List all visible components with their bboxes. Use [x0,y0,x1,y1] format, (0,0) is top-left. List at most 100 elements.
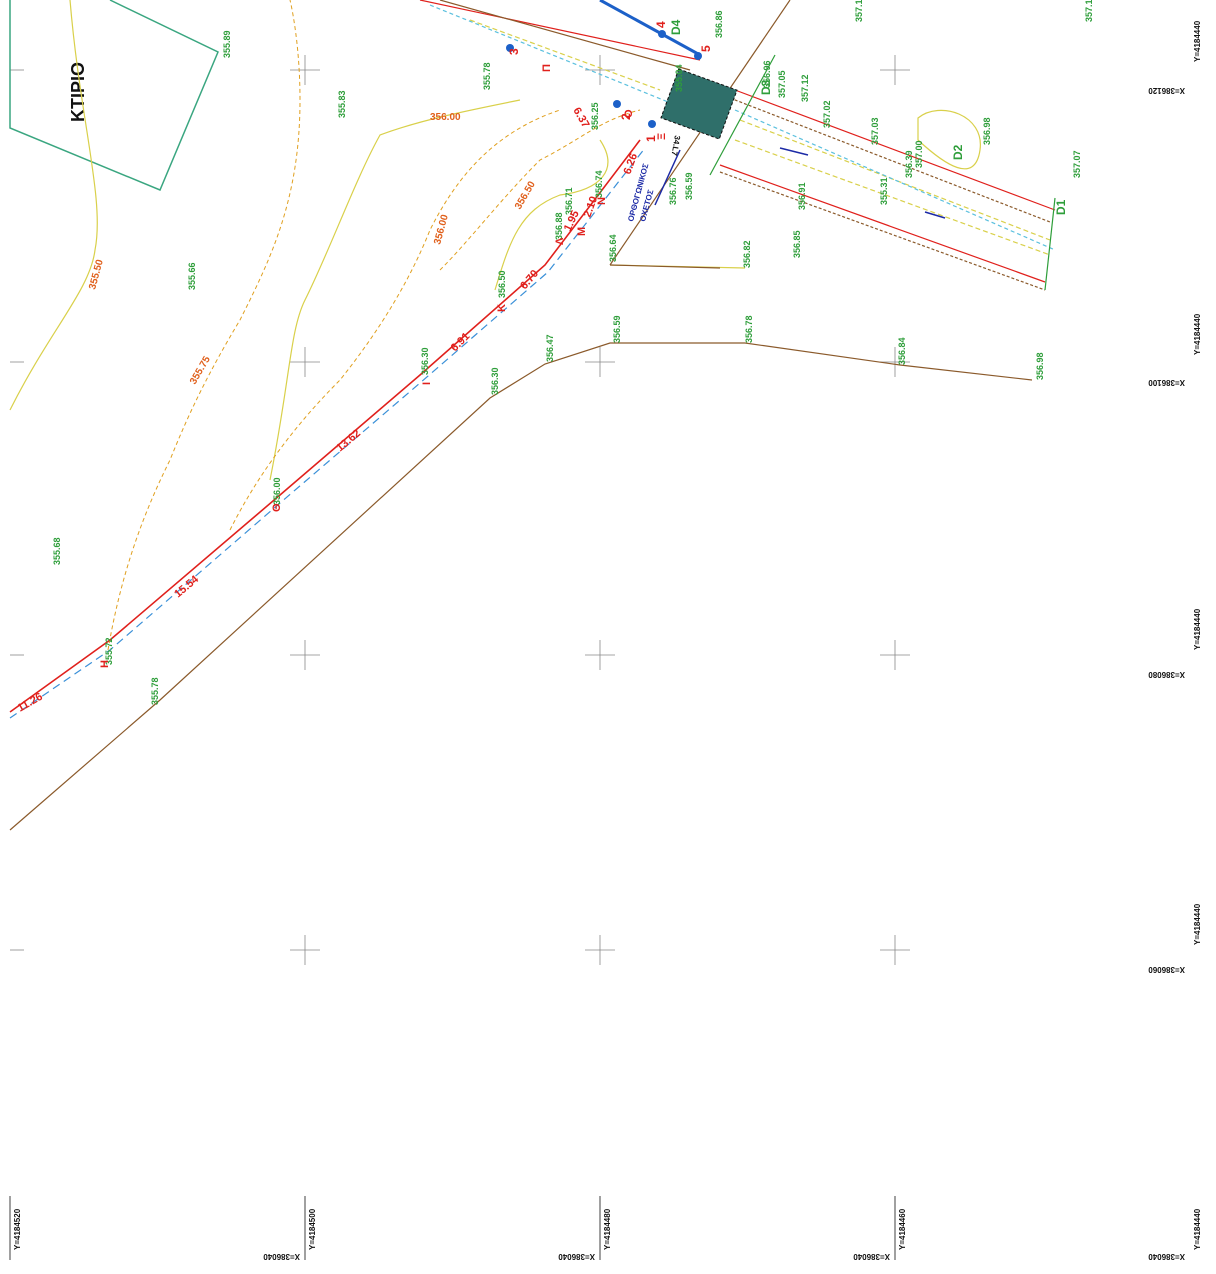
svg-text:355.83: 355.83 [337,90,347,118]
svg-text:356.98: 356.98 [982,117,992,145]
svg-text:356.85: 356.85 [792,230,802,258]
svg-text:Y=4184460: Y=4184460 [898,1208,907,1250]
contour-lines [9,0,981,481]
channel [419,0,1056,291]
svg-text:Λ: Λ [554,237,566,245]
road-edge [9,139,646,719]
svg-text:X=386060: X=386060 [1148,965,1185,974]
svg-text:356.39: 356.39 [904,150,914,178]
svg-text:357.1: 357.1 [1084,0,1094,22]
svg-text:D1: D1 [1054,199,1068,215]
svg-text:Y=4184440: Y=4184440 [1193,608,1202,650]
svg-text:356.59: 356.59 [612,315,622,343]
svg-text:Ξ: Ξ [656,133,668,140]
svg-text:6.37: 6.37 [570,106,591,131]
svg-text:356.84: 356.84 [897,337,907,365]
svg-text:356.98: 356.98 [1035,352,1045,380]
svg-text:X=386040: X=386040 [1148,1252,1185,1261]
svg-text:355.68: 355.68 [52,537,62,565]
culvert-box [660,68,738,140]
svg-text:356.64: 356.64 [608,234,618,262]
d-labels: D1 D2 D3 D4 [669,19,1068,215]
svg-text:357.00: 357.00 [914,140,924,168]
boundary-lines [9,0,1033,831]
svg-text:D2: D2 [951,144,965,160]
flow-arrow-1 [779,147,809,156]
svg-text:11.26: 11.26 [16,691,45,715]
road-letters: Η Θ Ι Κ Λ Μ Ν Ξ Ο Π [99,64,668,668]
flow-arrow-2 [924,211,946,219]
svg-text:356.71: 356.71 [564,187,574,215]
road-distances: 11.26 15.54 13.62 6.91 6.70 1.95 2.10 6.… [16,106,641,715]
svg-text:357.05: 357.05 [777,70,787,98]
svg-text:X=386040: X=386040 [853,1252,890,1261]
svg-text:356.91: 356.91 [797,182,807,210]
svg-text:355.78: 355.78 [482,62,492,90]
culvert-angle: 34.L7 [669,135,682,157]
svg-text:Π: Π [541,64,553,72]
svg-text:357.12: 357.12 [800,74,810,102]
contour-lines-dashed [107,0,641,651]
svg-text:D3: D3 [759,79,773,95]
spot-heights: 355.89 355.83 355.66 355.68 355.72 355.7… [52,0,1094,705]
node-numbers: 1 2 3 4 5 [507,21,713,142]
svg-text:356.78: 356.78 [744,315,754,343]
svg-text:5: 5 [699,45,713,52]
svg-text:356.86: 356.86 [714,10,724,38]
svg-text:356.59: 356.59 [684,172,694,200]
svg-text:6.91: 6.91 [449,330,473,354]
svg-text:Y=4184520: Y=4184520 [13,1208,22,1250]
svg-text:Ο: Ο [623,109,635,118]
svg-text:356.30: 356.30 [490,367,500,395]
svg-text:Y=4184500: Y=4184500 [308,1208,317,1250]
svg-text:356.74: 356.74 [594,170,604,198]
building-outline [9,0,219,191]
svg-text:355.72: 355.72 [104,637,114,665]
svg-text:Ι: Ι [421,382,433,385]
contour-label: 355.50 [87,258,106,291]
culvert-arrow [654,149,681,206]
svg-text:357.07: 357.07 [1072,150,1082,178]
svg-text:Y=4184480: Y=4184480 [603,1208,612,1250]
svg-text:Y=4184440: Y=4184440 [1193,313,1202,355]
svg-text:Y=4184440: Y=4184440 [1193,20,1202,62]
svg-text:4: 4 [654,21,668,28]
svg-text:355.04: 355.04 [674,64,684,92]
svg-text:355.78: 355.78 [150,677,160,705]
svg-text:357.1: 357.1 [854,0,864,22]
contour-label: 356.00 [432,213,451,246]
svg-text:355.31: 355.31 [879,177,889,205]
svg-text:Ν: Ν [596,197,608,205]
grid-labels-right: Y=4184440 X=386120 Y=4184440 X=386100 Y=… [1148,20,1202,974]
svg-text:356.76: 356.76 [668,177,678,205]
svg-text:Η: Η [99,660,111,668]
svg-text:356.30: 356.30 [420,347,430,375]
svg-text:356.47: 356.47 [545,334,555,362]
svg-text:X=386040: X=386040 [558,1252,595,1261]
svg-text:X=386120: X=386120 [1148,86,1185,95]
svg-text:356.88: 356.88 [554,212,564,240]
grid-labels-bottom: Y=4184520 Y=4184500 X=386040 Y=4184480 X… [9,1196,1202,1261]
svg-text:13.62: 13.62 [334,427,363,454]
svg-text:356.00: 356.00 [272,477,282,505]
svg-text:355.89: 355.89 [222,30,232,58]
svg-text:2: 2 [619,113,633,120]
svg-text:Μ: Μ [576,227,588,236]
svg-text:357.02: 357.02 [822,100,832,128]
svg-text:355.66: 355.66 [187,262,197,290]
svg-text:Κ: Κ [496,304,508,312]
svg-text:D4: D4 [669,19,683,35]
svg-text:X=386100: X=386100 [1148,378,1185,387]
svg-text:Y=4184440: Y=4184440 [1193,1208,1202,1250]
svg-text:1: 1 [644,135,658,142]
svg-text:356.82: 356.82 [742,240,752,268]
svg-text:356.25: 356.25 [590,102,600,130]
svg-text:357.03: 357.03 [870,117,880,145]
svg-text:X=386040: X=386040 [263,1252,300,1261]
svg-text:Y=4184440: Y=4184440 [1193,903,1202,945]
svg-text:356.50: 356.50 [497,270,507,298]
svg-text:15.54: 15.54 [172,573,201,600]
svg-text:X=386080: X=386080 [1148,670,1185,679]
svg-text:Θ: Θ [271,503,283,512]
